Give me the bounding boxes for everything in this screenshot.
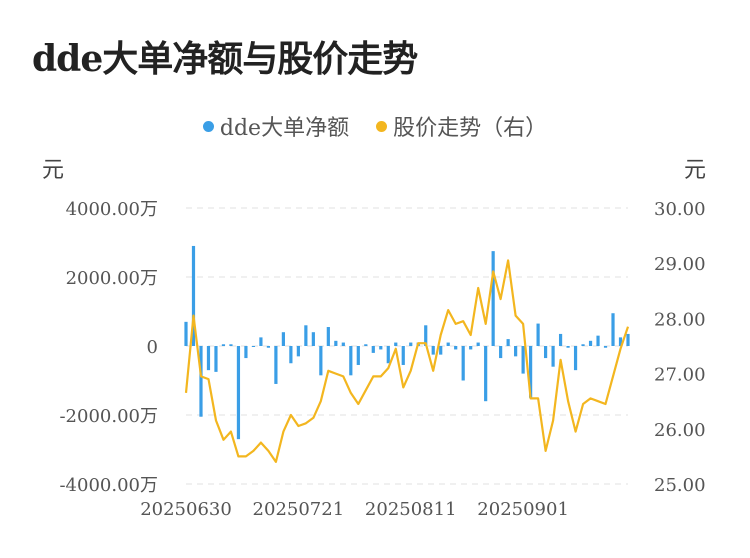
right-tick-label: 28.00 [654, 309, 706, 330]
bar [184, 321, 188, 346]
bar [386, 346, 390, 364]
bar [409, 342, 413, 346]
bar [401, 346, 405, 365]
left-tick-label: 2000.00万 [66, 268, 158, 289]
bar [469, 346, 473, 350]
right-tick-label: 29.00 [654, 254, 706, 275]
left-tick-label: 4000.00万 [66, 199, 158, 220]
bar [603, 346, 608, 348]
bar [543, 346, 548, 359]
bar [506, 339, 510, 346]
bar [499, 346, 503, 359]
bar [581, 344, 585, 346]
bar [514, 346, 518, 357]
bar [199, 346, 203, 417]
bar [454, 346, 458, 350]
bar [244, 346, 248, 359]
bar [371, 346, 375, 353]
bar [588, 340, 593, 346]
bar [558, 333, 563, 346]
bar [521, 346, 525, 374]
bar [596, 335, 600, 346]
bar [618, 337, 623, 346]
bar [536, 323, 540, 346]
bar [341, 342, 345, 346]
bar [431, 346, 435, 355]
bar [461, 346, 465, 381]
left-axis: 4000.00万 2000.00万 0 -2000.00万 -4000.00万 [59, 199, 158, 496]
left-tick-label: -4000.00万 [59, 475, 158, 496]
x-axis: 20250630 20250721 20250811 20250901 [140, 499, 569, 520]
bar [476, 342, 480, 346]
legend-swatch-dde [202, 120, 214, 132]
bar [221, 344, 226, 346]
x-tick-label: 20250901 [477, 499, 569, 520]
bar [611, 313, 615, 346]
bar [326, 327, 330, 346]
bar [281, 332, 285, 346]
bar [491, 251, 495, 346]
bar [259, 337, 263, 346]
legend: dde大单净额 股价走势（右） [0, 110, 750, 142]
bar [236, 346, 241, 440]
bar [626, 333, 630, 346]
bar [424, 325, 428, 346]
left-tick-label: -2000.00万 [59, 406, 158, 427]
x-tick-label: 20250811 [365, 499, 457, 520]
bar [274, 346, 278, 384]
x-tick-label: 20250721 [253, 499, 345, 520]
left-unit-label: 元 [42, 158, 64, 183]
legend-label-dde: dde大单净额 [219, 116, 350, 141]
bar [529, 346, 533, 398]
bar [229, 344, 233, 346]
bar [304, 325, 308, 346]
chart-title: dde大单净额与股价走势 [32, 38, 418, 80]
right-tick-label: 30.00 [654, 199, 706, 220]
legend-item-dde[interactable]: dde大单净额 [202, 110, 350, 142]
bar [289, 346, 293, 364]
legend-item-price[interactable]: 股价走势（右） [376, 110, 547, 142]
bar [364, 344, 368, 346]
bar [439, 346, 443, 355]
right-tick-label: 26.00 [654, 420, 706, 441]
bar [349, 346, 353, 376]
line-series [184, 259, 630, 463]
bar [551, 346, 555, 367]
bar [484, 346, 488, 402]
bar [251, 346, 256, 347]
x-tick-label: 20250630 [140, 499, 232, 520]
bar [191, 245, 196, 346]
bar [573, 346, 578, 371]
price-line [184, 259, 630, 463]
bar [214, 346, 218, 372]
bar [446, 342, 450, 346]
bar [311, 332, 315, 346]
bar [206, 346, 211, 371]
bar [566, 346, 570, 348]
bar [266, 346, 271, 348]
bar-series [184, 245, 630, 440]
bar [334, 340, 338, 346]
right-axis: 30.00 29.00 28.00 27.00 26.00 25.00 [654, 199, 706, 496]
bar [296, 346, 300, 357]
bar [356, 346, 360, 365]
legend-label-price: 股价走势（右） [393, 116, 548, 141]
left-tick-label: 0 [147, 337, 158, 358]
legend-swatch-price [376, 120, 388, 132]
bar [319, 346, 323, 376]
bar [394, 342, 398, 346]
right-unit-label: 元 [684, 158, 706, 183]
right-tick-label: 25.00 [654, 475, 706, 496]
bar [379, 346, 383, 350]
right-tick-label: 27.00 [654, 365, 706, 386]
